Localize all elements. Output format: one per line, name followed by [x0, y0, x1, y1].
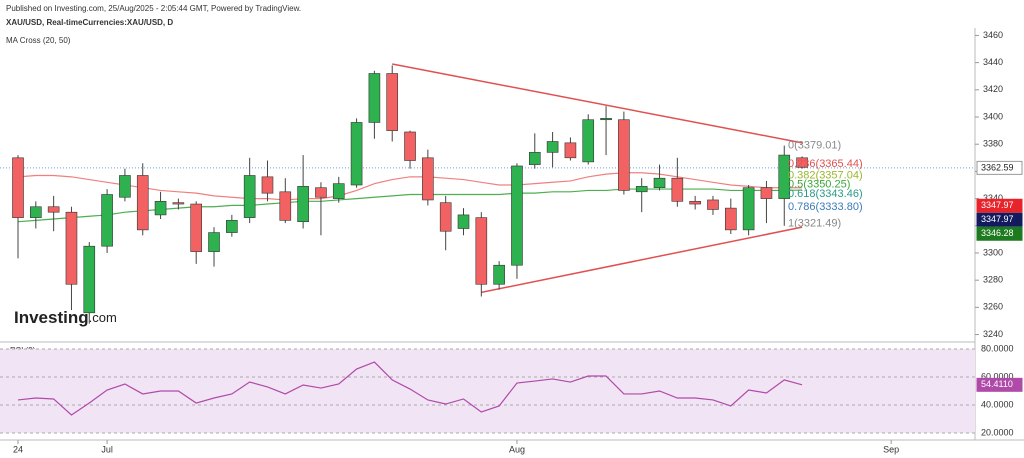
candle-body [47, 206, 60, 213]
rsi-tick-label: 40.0000 [981, 399, 1014, 409]
candle-body [707, 199, 719, 210]
price-tag-label: 3347.97 [981, 214, 1014, 224]
rsi-tick-label: 80.0000 [981, 343, 1014, 353]
candle-body [65, 211, 78, 285]
y-tick-label: 3460 [983, 30, 1003, 40]
candle-body [332, 183, 345, 199]
candle-body [528, 152, 541, 165]
candle-body [439, 202, 452, 232]
candle-body [635, 186, 648, 193]
candle-body [422, 157, 434, 201]
candle-body [12, 157, 24, 218]
y-tick-label: 3440 [983, 57, 1003, 67]
logo: Investing.com [14, 308, 117, 327]
price-tag [976, 198, 1023, 213]
x-tick-label: Sep [883, 444, 899, 454]
candle-body [279, 191, 292, 221]
price-tag-label: 3347.97 [981, 200, 1014, 210]
price-tag-label: 54.4110 [981, 379, 1013, 389]
candle-body [618, 119, 630, 191]
price-tag [976, 160, 1023, 175]
fib-label: 0.786(3333.80) [788, 201, 863, 213]
candle-body [297, 186, 309, 223]
candle-body [689, 201, 701, 205]
indicator-label: MA Cross (20, 50) [6, 36, 71, 45]
candle-body [564, 142, 577, 159]
candle-body [475, 217, 488, 285]
candle-body [404, 131, 416, 161]
rsi-tick-label: 20.0000 [981, 427, 1014, 437]
y-tick-label: 3380 [983, 139, 1003, 149]
candle-body [386, 73, 399, 131]
ma-line [17, 172, 803, 201]
candle-body [261, 176, 274, 194]
candle-body [653, 177, 666, 189]
fib-label: 0(3379.01) [788, 139, 841, 151]
price-tag [976, 226, 1023, 241]
rsi-tick-label: 60.0000 [981, 371, 1014, 381]
candle-body [457, 214, 470, 229]
candle-body [582, 119, 595, 163]
logo-suffix: .com [89, 310, 117, 325]
logo-word: Investing [14, 308, 89, 327]
candle-body [760, 187, 773, 199]
x-tick-label: Jul [101, 444, 113, 454]
rsi-band [0, 349, 975, 433]
candle-body [724, 207, 737, 231]
x-tick-label: 24 [13, 444, 23, 454]
candle-body [136, 175, 149, 231]
candle-body [172, 202, 185, 205]
fib-label: 0.236(3365.44) [788, 158, 863, 170]
symbol: XAU/USD, Real-timeCurrencies:XAU/USD, D [6, 18, 173, 27]
fib-label: 1(3321.49) [788, 218, 841, 230]
candle-body [83, 245, 96, 314]
x-tick-label: Aug [509, 444, 525, 454]
y-tick-label: 3280 [983, 275, 1003, 285]
candle-body [350, 122, 363, 186]
candle-body [101, 194, 113, 247]
candle-body [30, 206, 42, 218]
candle-body [208, 232, 220, 252]
candle-body [119, 175, 131, 198]
ma-line [17, 188, 803, 223]
trendline [481, 226, 803, 294]
candle-body [226, 220, 238, 233]
trendline [392, 63, 803, 144]
candle-body [796, 157, 808, 168]
y-tick-label: 3340 [983, 193, 1003, 203]
candle-body [368, 73, 381, 123]
y-tick-label: 3240 [983, 329, 1003, 339]
candle-body [154, 201, 167, 216]
candle-body [742, 187, 755, 231]
candle-body [778, 154, 791, 199]
candle-body [511, 165, 523, 266]
candle-body [190, 203, 202, 252]
y-tick-label: 3260 [983, 302, 1003, 312]
candle-body [671, 177, 684, 202]
candle-body [546, 141, 559, 153]
fib-label: 0.382(3357.04) [788, 169, 863, 181]
y-tick-label: 3420 [983, 84, 1003, 94]
fib-label: 0.618(3343.46) [788, 188, 863, 200]
y-tick-label: 3300 [983, 247, 1003, 257]
rsi-line [17, 361, 803, 416]
candle-body [243, 175, 256, 218]
candle-body [493, 264, 505, 285]
price-tag [976, 212, 1023, 227]
candle-body [315, 187, 327, 198]
price-tag [976, 377, 1023, 392]
y-tick-label: 3400 [983, 111, 1003, 121]
publish-note: Published on Investing.com, 25/Aug/2025 … [6, 4, 301, 13]
price-tag-label: 3362.59 [981, 162, 1014, 172]
fib-label: 0.5(3350.25) [788, 179, 850, 191]
price-tag-label: 3346.28 [981, 228, 1014, 238]
candle-body [600, 118, 612, 121]
